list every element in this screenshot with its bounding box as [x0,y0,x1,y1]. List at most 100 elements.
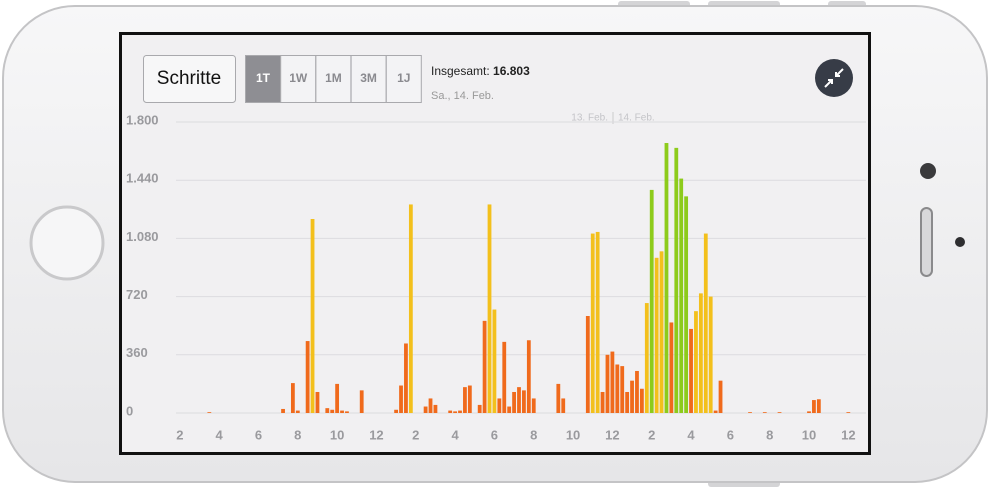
range-button-label: 1J [397,71,410,85]
bar [615,364,620,413]
bar [556,383,561,413]
bar [305,341,310,413]
bar [526,340,531,413]
range-button[interactable] [350,55,387,103]
x-tick-label: 8 [294,427,301,442]
bar [561,398,566,413]
x-tick-label: 2 [412,427,419,442]
bar [659,251,664,413]
bar [502,341,507,413]
bar [394,409,399,413]
range-button-label: 1M [325,71,342,85]
bar [708,296,713,413]
x-tick-label: 8 [530,427,537,442]
day-label: 13. Feb. [571,113,608,124]
x-tick-label: 2 [176,427,183,442]
bar [684,196,689,413]
bar [492,309,497,413]
bar [340,410,344,413]
bar [639,388,644,413]
collapse-icon [824,68,844,88]
bar [777,412,782,413]
bar [512,391,516,413]
bar [507,406,512,413]
collapse-button[interactable] [815,59,853,97]
bar [644,303,649,413]
bar [748,412,752,413]
bar [325,408,330,413]
bar [453,411,457,413]
x-tick-label: 10 [802,427,816,442]
home-button[interactable] [29,205,105,281]
range-button-label: 1T [256,71,271,85]
range-button-label: 3M [360,71,377,85]
bar [428,398,433,413]
x-tick-label: 6 [255,427,262,442]
bar [846,412,851,413]
bar [458,410,462,413]
bar [359,390,364,413]
range-button[interactable] [245,55,281,103]
x-tick-label: 10 [566,427,580,442]
bar [531,398,536,413]
range-button[interactable] [315,55,352,103]
metric-button[interactable] [143,55,236,103]
speaker [920,207,933,277]
bar [703,233,708,413]
bar [295,410,300,413]
y-tick-label: 360 [126,345,148,360]
y-tick-label: 1.080 [126,229,159,244]
total-value: 16.803 [493,64,530,78]
bar [497,398,502,413]
bar [330,409,335,413]
x-tick-label: 12 [369,427,383,442]
bar [694,311,698,413]
bar [399,385,403,413]
bar [762,412,767,413]
bar [463,387,467,413]
bar [335,383,340,413]
x-tick-label: 6 [727,427,734,442]
bar [689,328,693,413]
bar [595,231,600,413]
x-tick-label: 6 [491,427,498,442]
range-button[interactable] [385,55,422,103]
bar [610,351,615,413]
bar [816,399,821,413]
x-tick-label: 4 [451,427,459,442]
bar [310,219,315,413]
bar [517,387,521,413]
x-tick-label: 2 [648,427,655,442]
bar [654,257,659,413]
bar [605,354,610,413]
bar [590,233,595,413]
bar [345,411,349,413]
x-tick-label: 4 [216,427,224,442]
y-tick-label: 0 [126,403,133,418]
bar [664,143,669,413]
bar [600,391,605,413]
bar [713,410,718,413]
range-button[interactable] [280,55,317,103]
bar [698,293,703,413]
bar [718,380,723,413]
bar [433,404,438,413]
y-tick-label: 1.800 [126,112,159,127]
bar [315,391,320,413]
bar [679,178,684,413]
range-selector: 1T 1W 1M 3M 1J [245,55,422,103]
bar [448,410,453,413]
x-tick-label: 8 [766,427,773,442]
sensor [955,237,965,247]
bar [281,408,285,413]
steps-chart: 0 360 720 1.080 1.440 1.800 2 4 6 8 10 12 2 4 6 8 10 12 2 4… [126,112,866,442]
bar [404,343,408,413]
bar [423,406,428,413]
y-tick-label: 1.440 [126,171,159,186]
bar [207,412,212,413]
bar [487,204,492,413]
bar [620,366,625,413]
day-label: 14. Feb. [618,113,655,124]
range-button-label: 1W [289,71,308,85]
bar [522,390,526,413]
